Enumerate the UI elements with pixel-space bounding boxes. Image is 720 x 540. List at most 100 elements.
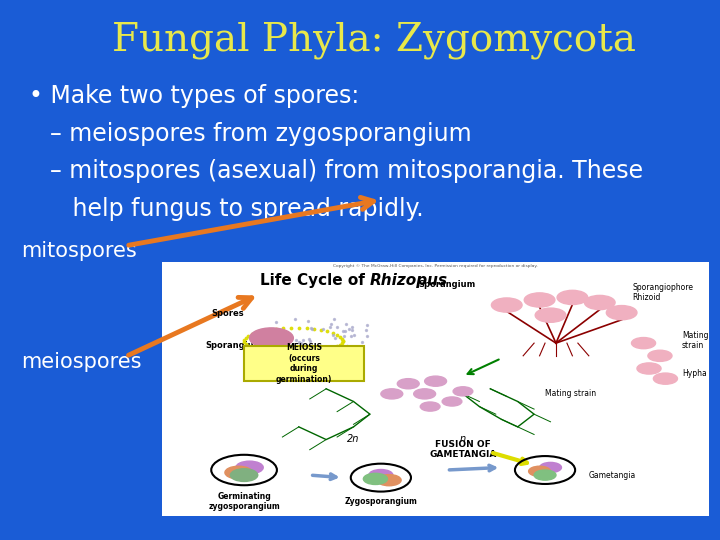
Circle shape (524, 293, 555, 307)
Text: Fungal Phyla: Zygomycota: Fungal Phyla: Zygomycota (112, 22, 636, 59)
Circle shape (585, 295, 615, 309)
Point (346, 326, 357, 334)
Circle shape (369, 469, 393, 481)
Point (336, 338, 348, 347)
Text: Spores: Spores (212, 309, 244, 318)
Text: Mating strain: Mating strain (545, 389, 596, 399)
Point (341, 342, 352, 350)
Point (327, 344, 338, 353)
Point (295, 339, 307, 347)
Circle shape (637, 363, 661, 374)
Circle shape (557, 291, 588, 305)
Point (315, 347, 327, 355)
Circle shape (453, 387, 473, 396)
Point (238, 335, 250, 344)
Point (302, 317, 314, 326)
Circle shape (377, 475, 401, 486)
Point (256, 346, 267, 354)
Point (240, 333, 251, 342)
Point (270, 336, 282, 345)
Point (361, 321, 372, 329)
Point (295, 345, 307, 354)
Text: Sporangium: Sporangium (418, 280, 475, 289)
Point (256, 326, 268, 335)
Point (269, 339, 281, 348)
Point (290, 336, 302, 345)
Circle shape (442, 397, 462, 406)
Point (276, 350, 287, 359)
Point (279, 349, 291, 358)
Point (279, 342, 291, 351)
Point (343, 325, 354, 334)
Point (271, 347, 283, 356)
Circle shape (648, 350, 672, 361)
Circle shape (250, 328, 293, 348)
Point (348, 331, 360, 340)
Point (361, 326, 372, 334)
Point (267, 328, 279, 337)
Text: mitospores: mitospores (22, 241, 138, 261)
Text: Germinating
zygosporangium: Germinating zygosporangium (208, 491, 280, 511)
Point (240, 339, 251, 348)
Point (331, 343, 343, 352)
Point (270, 325, 282, 333)
Point (289, 315, 300, 323)
Text: n: n (460, 435, 466, 444)
Point (263, 325, 274, 334)
Point (286, 349, 297, 357)
Circle shape (420, 402, 440, 411)
Point (325, 319, 337, 328)
Point (337, 336, 348, 345)
Point (297, 336, 309, 345)
Point (262, 327, 274, 336)
Circle shape (528, 466, 551, 476)
Point (346, 332, 357, 340)
Circle shape (535, 308, 566, 322)
Point (334, 332, 346, 341)
Point (317, 325, 328, 333)
Point (338, 332, 349, 340)
Point (301, 348, 312, 357)
Text: 2n: 2n (347, 435, 360, 444)
Point (338, 327, 349, 336)
Point (276, 328, 287, 337)
Point (251, 328, 262, 336)
Point (334, 340, 346, 349)
Point (315, 342, 327, 351)
Point (238, 338, 250, 346)
Point (327, 329, 338, 338)
Point (339, 327, 351, 335)
Point (336, 348, 348, 356)
Text: Life Cycle of: Life Cycle of (260, 273, 370, 288)
Point (306, 342, 318, 350)
Point (259, 335, 271, 344)
Point (278, 324, 289, 333)
Point (331, 342, 343, 351)
Circle shape (425, 376, 446, 386)
Circle shape (492, 298, 522, 312)
Point (294, 349, 305, 357)
Circle shape (381, 389, 402, 399)
Point (306, 325, 318, 333)
Point (324, 322, 336, 331)
Point (270, 318, 282, 326)
Point (269, 353, 280, 361)
Point (256, 346, 268, 355)
Point (331, 323, 343, 332)
Circle shape (534, 470, 556, 480)
Circle shape (414, 389, 436, 399)
Point (337, 336, 348, 345)
Point (286, 323, 297, 332)
Circle shape (225, 466, 252, 479)
Text: Zygosporangium: Zygosporangium (344, 497, 418, 505)
Text: MEIOSIS
(occurs
during
germination): MEIOSIS (occurs during germination) (276, 343, 333, 383)
Text: meiospores: meiospores (22, 352, 142, 372)
Point (345, 345, 356, 353)
Point (322, 346, 333, 354)
Text: Sporangiophore
Rhizoid: Sporangiophore Rhizoid (633, 282, 693, 302)
Text: Gametangia: Gametangia (589, 470, 636, 480)
Point (331, 330, 343, 339)
Point (315, 326, 327, 334)
Text: – meiospores from zygosporangium: – meiospores from zygosporangium (50, 122, 472, 145)
Text: Rhizopus: Rhizopus (370, 273, 448, 288)
